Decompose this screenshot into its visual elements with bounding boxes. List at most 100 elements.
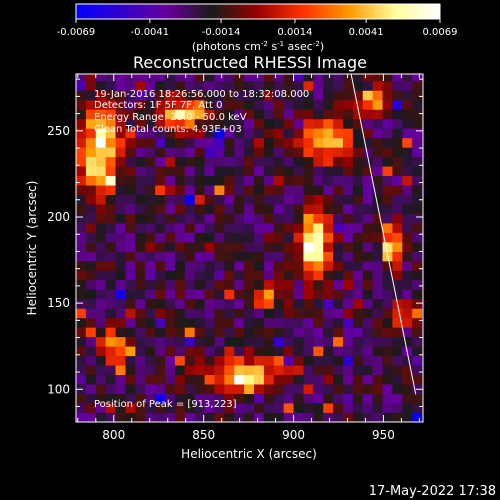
heatmap-cell — [165, 204, 176, 214]
heatmap-cell — [382, 374, 393, 385]
heatmap-cell — [184, 213, 196, 224]
heatmap-cell — [244, 251, 255, 262]
heatmap-cell — [362, 109, 374, 120]
heatmap-cell — [95, 109, 107, 120]
heatmap-cell — [372, 374, 383, 385]
heatmap-cell — [263, 194, 275, 205]
heatmap-cell — [323, 270, 334, 281]
heatmap-cell — [323, 213, 334, 224]
heatmap-cell — [293, 74, 304, 82]
heatmap-cell — [283, 412, 294, 422]
heatmap-cell — [313, 80, 324, 91]
heatmap-cell — [115, 289, 126, 300]
heatmap-cell — [115, 128, 126, 139]
heatmap-cell — [85, 74, 97, 82]
heatmap-cell — [224, 128, 235, 139]
heatmap-cell — [165, 128, 176, 139]
heatmap-cell — [115, 90, 126, 101]
heatmap-cell — [402, 137, 413, 148]
heatmap-cell — [204, 393, 215, 404]
heatmap-cell — [95, 80, 107, 91]
heatmap-cell — [155, 403, 166, 413]
heatmap-cell — [412, 412, 423, 422]
heatmap-cell — [234, 99, 245, 110]
heatmap-cell — [392, 241, 403, 252]
heatmap-cell — [135, 128, 146, 139]
heatmap-cell — [333, 403, 344, 413]
heatmap-cell — [85, 355, 97, 366]
heatmap-cell — [85, 327, 97, 338]
heatmap-cell — [115, 194, 126, 205]
heatmap-cell — [204, 289, 215, 300]
heatmap-cell — [372, 412, 383, 422]
colorbar-tick-label: -0.0041 — [131, 27, 170, 38]
heatmap-cell — [263, 346, 275, 357]
heatmap-cell — [214, 118, 225, 129]
heatmap-cell — [412, 90, 423, 101]
heatmap-cell — [155, 270, 166, 281]
heatmap-cell — [145, 336, 156, 347]
heatmap-cell — [422, 166, 423, 177]
heatmap-cell — [244, 327, 255, 338]
heatmap-cell — [244, 194, 255, 205]
heatmap-cell — [95, 74, 107, 82]
heatmap-cell — [224, 346, 235, 357]
heatmap-cell — [273, 90, 285, 101]
heatmap-cell — [253, 298, 265, 309]
y-tick-label: 150 — [47, 296, 70, 310]
heatmap-cell — [263, 279, 275, 290]
heatmap-cell — [313, 365, 324, 376]
heatmap-cell — [194, 204, 205, 214]
heatmap-cell — [412, 289, 423, 300]
heatmap-cell — [194, 194, 205, 205]
heatmap-cell — [412, 99, 423, 110]
heatmap-cell — [392, 80, 403, 91]
heatmap-cell — [194, 137, 205, 148]
heatmap-cell — [362, 270, 374, 281]
x-tick-label: 900 — [282, 428, 305, 442]
heatmap-cell — [85, 156, 97, 167]
heatmap-cell — [372, 166, 383, 177]
heatmap-cell — [352, 223, 364, 233]
heatmap-cell — [352, 109, 364, 120]
heatmap-cell — [392, 279, 403, 290]
heatmap-cell — [95, 241, 107, 252]
heatmap-cell — [263, 365, 275, 376]
heatmap-cell — [323, 99, 334, 110]
heatmap-cell — [224, 147, 235, 158]
heatmap-cell — [253, 204, 265, 214]
heatmap-cell — [95, 90, 107, 101]
heatmap-cell — [323, 166, 334, 177]
heatmap-cell — [303, 99, 314, 110]
heatmap-cell — [253, 317, 265, 328]
heatmap-cell — [76, 260, 87, 271]
heatmap-cell — [382, 90, 393, 101]
heatmap-cell — [263, 412, 275, 422]
heatmap-cell — [135, 185, 146, 195]
heatmap-cell — [155, 213, 166, 224]
heatmap-cell — [263, 289, 275, 300]
heatmap-cell — [224, 403, 235, 413]
heatmap-cell — [125, 223, 136, 233]
heatmap-cell — [85, 279, 97, 290]
heatmap-cell — [224, 185, 235, 195]
heatmap-cell — [135, 166, 146, 177]
heatmap-cell — [85, 147, 97, 158]
heatmap-cell — [174, 147, 186, 158]
heatmap-cell — [352, 128, 364, 139]
heatmap-cell — [165, 251, 176, 262]
heatmap-cell — [303, 365, 314, 376]
annotation-peak: Position of Peak = [913,223] — [94, 399, 237, 410]
heatmap-cell — [234, 156, 245, 167]
heatmap-cell — [293, 289, 304, 300]
heatmap-cell — [333, 384, 344, 394]
heatmap-cell — [174, 355, 186, 366]
heatmap-cell — [76, 137, 87, 148]
heatmap-cell — [293, 346, 304, 357]
heatmap-cell — [165, 118, 176, 129]
heatmap-cell — [115, 74, 126, 82]
heatmap-cell — [204, 403, 215, 413]
heatmap-cell — [105, 308, 116, 319]
heatmap-cell — [392, 185, 403, 195]
heatmap-cell — [283, 393, 294, 404]
